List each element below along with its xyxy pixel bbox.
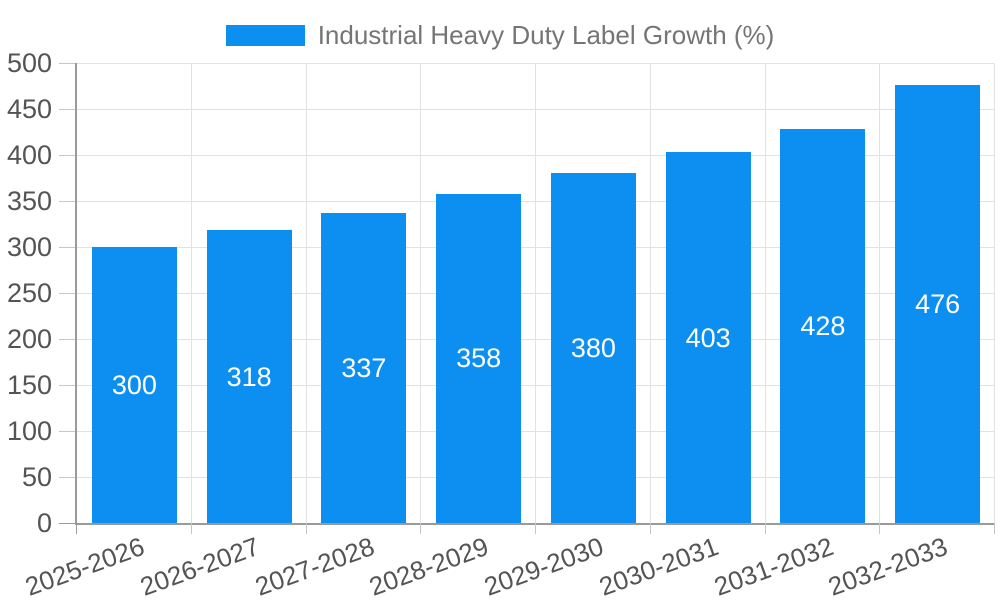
x-gridline <box>764 63 766 523</box>
x-gridline <box>535 63 536 523</box>
bar-value-label: 337 <box>341 352 387 383</box>
x-tick-label: 2031-2032 <box>709 531 837 600</box>
x-tick <box>535 523 536 534</box>
y-gridline <box>77 109 995 110</box>
y-tick <box>59 431 75 432</box>
y-gridline <box>77 155 995 156</box>
y-tick <box>59 247 75 248</box>
legend: Industrial Heavy Duty Label Growth (%) <box>0 20 1000 50</box>
x-tick-label: 2027-2028 <box>250 531 378 600</box>
x-gridline <box>420 63 422 523</box>
x-tick <box>649 523 651 534</box>
bar-value-label: 403 <box>685 322 731 353</box>
bar-value-label: 300 <box>111 370 157 400</box>
y-gridline <box>77 201 995 202</box>
bar <box>91 247 177 523</box>
x-tick-label: 2026-2027 <box>135 531 264 600</box>
x-gridline <box>190 63 192 523</box>
x-gridline <box>879 63 881 523</box>
y-tick <box>59 523 75 524</box>
y-gridline <box>77 247 995 248</box>
x-tick <box>994 523 995 534</box>
x-tick <box>879 523 881 534</box>
x-tick <box>420 523 422 534</box>
y-tick-label: 0 <box>36 508 52 538</box>
bar-value-label: 428 <box>800 311 846 342</box>
x-tick-label: 2028-2029 <box>365 531 493 600</box>
legend-label: Industrial Heavy Duty Label Growth (%) <box>317 20 775 50</box>
y-tick-label: 150 <box>6 370 52 400</box>
x-tick-label: 2032-2033 <box>824 531 952 600</box>
x-tick-label: 2030-2031 <box>594 531 723 600</box>
plot-area: 0 50 100 150 200 250 300 350 400 450 500 300 2025-20… <box>7 48 995 600</box>
bar-value-label: 476 <box>915 289 961 320</box>
bar <box>436 193 522 523</box>
y-tick <box>59 63 75 64</box>
x-tick-label: 2025-2026 <box>21 531 149 600</box>
y-gridline <box>77 431 995 432</box>
y-tick-label: 50 <box>21 462 52 492</box>
bar <box>550 173 636 523</box>
legend-item[interactable]: Industrial Heavy Duty Label Growth (%) <box>225 20 775 50</box>
x-gridline <box>994 63 995 523</box>
y-tick <box>59 201 75 202</box>
bar <box>780 129 866 523</box>
x-tick <box>305 523 307 534</box>
x-tick <box>190 523 192 534</box>
bar <box>206 230 292 523</box>
y-tick <box>59 155 75 156</box>
bar-value-label: 358 <box>456 343 502 374</box>
y-gridline <box>77 477 995 478</box>
y-tick <box>59 339 75 340</box>
legend-swatch <box>225 24 305 46</box>
bar-value-label: 318 <box>226 361 272 392</box>
x-gridline <box>649 63 651 523</box>
x-tick-label: 2029-2030 <box>480 531 608 600</box>
y-gridline <box>77 63 995 64</box>
y-tick-label: 100 <box>6 416 52 446</box>
x-gridline <box>305 63 307 523</box>
y-tick <box>59 385 75 386</box>
y-gridline <box>77 293 995 294</box>
y-tick <box>59 293 75 294</box>
x-tick <box>76 523 77 534</box>
bar-value-label: 380 <box>570 333 616 364</box>
bar <box>895 85 981 523</box>
y-tick-label: 500 <box>6 48 52 78</box>
y-tick <box>59 109 75 110</box>
y-tick-label: 200 <box>6 324 52 354</box>
y-gridline <box>77 339 995 340</box>
y-tick <box>59 477 75 478</box>
y-tick-label: 400 <box>6 140 52 170</box>
y-gridline <box>77 385 995 386</box>
bar <box>665 152 751 523</box>
bar <box>321 212 407 523</box>
y-tick-label: 250 <box>6 278 52 308</box>
x-tick <box>764 523 766 534</box>
y-tick-label: 450 <box>6 94 52 124</box>
y-tick-label: 300 <box>6 232 52 262</box>
y-tick-label: 350 <box>6 186 52 216</box>
